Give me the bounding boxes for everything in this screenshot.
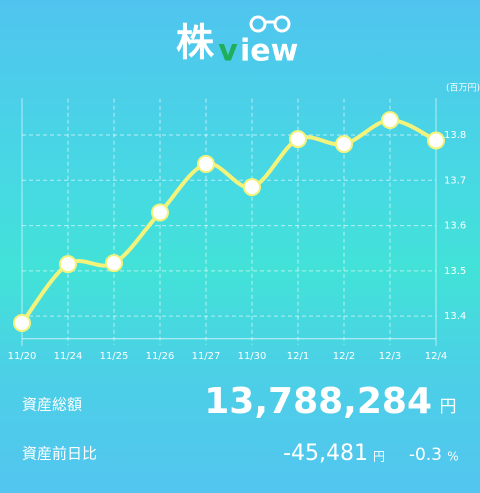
x-tick-label: 11/24 [54,351,83,362]
point [105,254,123,273]
x-tick-label: 11/30 [238,351,267,362]
y-tick-label: 13.6 [444,221,466,232]
logo: 株 v iew [176,15,298,69]
total-value: 13,788,284 [204,381,432,422]
point [151,203,169,222]
point [13,313,31,332]
point [59,255,77,274]
point [289,130,307,149]
total-unit: 円 [440,397,457,417]
line [20,118,437,325]
y-tick-label: 13.7 [444,175,466,186]
point [427,131,445,150]
point [335,135,353,154]
logo-v: v [218,34,238,69]
point [197,155,215,174]
plot: 13.4 13.5 13.6 13.7 13.8 11/20 11/24 11/25 11/26… [8,98,466,362]
binoculars-icon [249,15,291,33]
logo-rest: iew [240,34,298,69]
point [243,178,261,197]
change-pct: -0.3 [409,445,442,465]
point [381,111,399,130]
logo-kanji: 株 [176,21,215,65]
change-unit: 円 [373,450,385,464]
x-tick-label: 11/27 [192,351,221,362]
x-tick-label: 11/20 [8,351,37,362]
y-tick-label: 13.8 [444,130,466,141]
x-tick-label: 12/4 [425,351,447,362]
x-tick-label: 11/26 [146,351,175,362]
total-label: 資産総額 [22,396,82,414]
change-pct-unit: % [447,450,458,464]
x-tick-label: 11/25 [100,351,129,362]
x-tick-label: 12/3 [379,351,401,362]
change-label: 資産前日比 [22,445,97,463]
y-tick-label: 13.5 [444,266,466,277]
x-tick-label: 12/2 [333,351,355,362]
change-value: -45,481 [283,441,368,466]
x-tick-label: 12/1 [287,351,309,362]
unit-label: (百万円) [446,83,480,94]
y-tick-label: 13.4 [444,311,466,322]
